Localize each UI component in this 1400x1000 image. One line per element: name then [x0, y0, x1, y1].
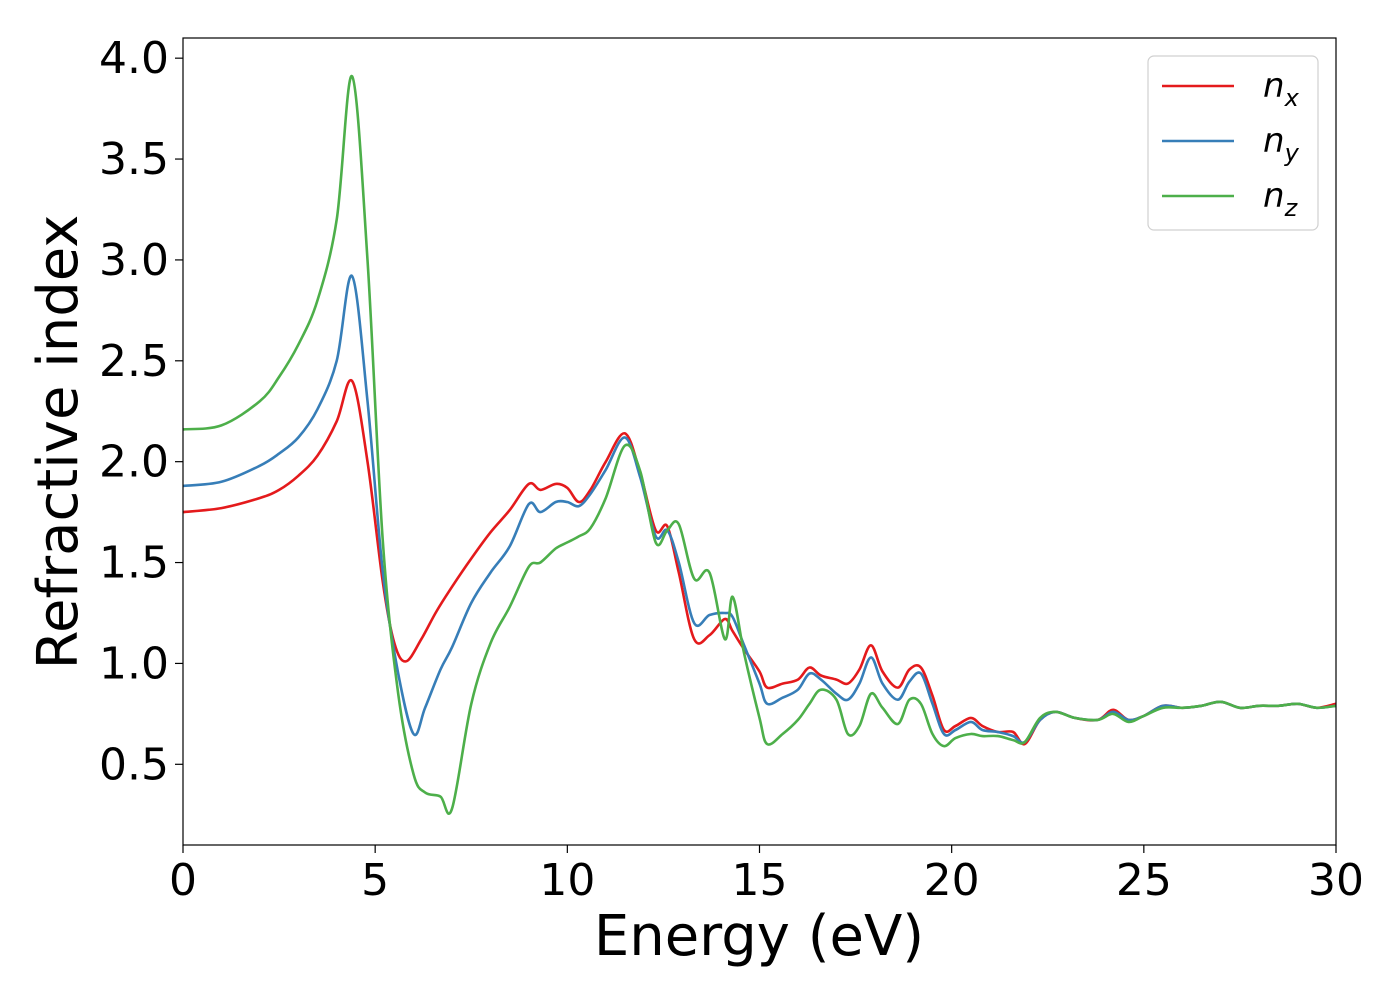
- series-line-x: [183, 378, 1336, 746]
- legend-entry-z: nz: [1162, 176, 1299, 222]
- legend-label: ny: [1263, 121, 1300, 167]
- x-tick-label: 25: [1116, 855, 1172, 906]
- legend-label: nx: [1263, 66, 1300, 112]
- legend-entry-y: ny: [1162, 121, 1300, 167]
- y-tick-label: 2.0: [99, 437, 169, 488]
- legend: nx ny nz: [1147, 55, 1319, 231]
- y-tick-label: 1.0: [99, 638, 169, 689]
- x-tick-label: 20: [924, 855, 980, 906]
- x-tick-label: 15: [732, 855, 788, 906]
- y-tick-label: 2.5: [99, 336, 169, 387]
- y-tick-label: 3.0: [99, 235, 169, 286]
- y-axis-title: Refractive index: [26, 215, 91, 670]
- legend-box: [1147, 55, 1319, 231]
- ticks-layer: 0 5 10 15 20 25 30 0.5 1.0 1.5 2.0 2.5 3.0 3.5 4.0: [99, 33, 1364, 906]
- series-layer: [183, 74, 1336, 816]
- series-line-z: [183, 74, 1336, 816]
- x-tick-label: 0: [169, 855, 197, 906]
- legend-label: nz: [1263, 176, 1299, 222]
- y-tick-label: 0.5: [99, 739, 169, 790]
- y-tick-label: 1.5: [99, 538, 169, 589]
- x-tick-label: 10: [539, 855, 595, 906]
- y-tick-label: 3.5: [99, 134, 169, 185]
- x-tick-label: 5: [361, 855, 389, 906]
- y-tick-label: 4.0: [99, 33, 169, 84]
- x-tick-label: 30: [1308, 855, 1364, 906]
- legend-entry-x: nx: [1162, 66, 1300, 112]
- x-axis-title: Energy (eV): [594, 904, 924, 969]
